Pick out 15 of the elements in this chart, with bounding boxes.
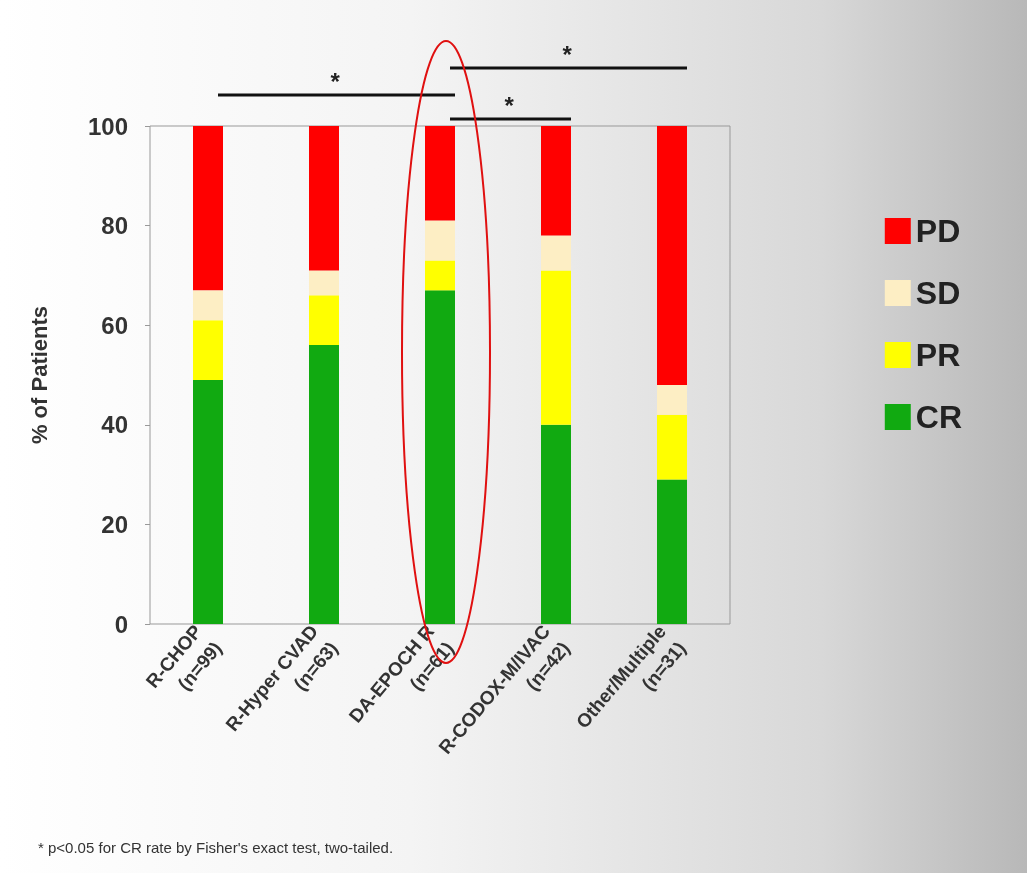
legend-label: PR: [915, 337, 961, 373]
legend-label: PD: [915, 213, 961, 249]
y-tick-label: 80: [101, 212, 128, 240]
y-tick-label: 0: [114, 610, 128, 638]
y-tick-label: 40: [101, 411, 128, 439]
text: *: [562, 40, 573, 68]
text: *: [504, 91, 515, 119]
text: * p<0.05 for CR rate by Fisher's exact test, two-tailed.: [38, 839, 394, 856]
text: *: [330, 67, 341, 95]
y-tick-label: 20: [101, 510, 128, 538]
legend-label: CR: [915, 399, 962, 435]
y-axis-title: % of Patients: [26, 305, 52, 445]
legend-label: SD: [915, 275, 961, 311]
y-tick-label: 60: [101, 311, 128, 339]
y-tick-label: 100: [87, 112, 128, 140]
